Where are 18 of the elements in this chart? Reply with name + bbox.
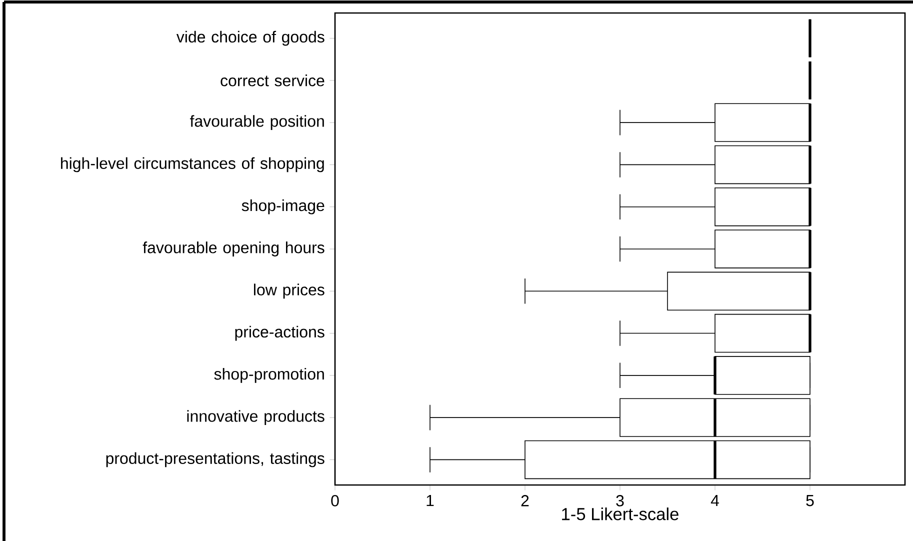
y-tick-label: low prices [254, 284, 324, 299]
y-tick-label: favourable opening hours [142, 242, 324, 256]
y-tick-label: innovative products [187, 410, 324, 426]
x-tick-label: 3 [616, 495, 624, 506]
y-tick-label: favourable position [190, 115, 324, 130]
x-tick-label: 5 [806, 495, 814, 506]
y-tick-label: shop-image [242, 199, 324, 214]
x-tick-label: 0 [331, 495, 339, 506]
x-tick-label: 4 [710, 495, 719, 506]
x-tick-label: 2 [521, 495, 529, 506]
y-tick-label: product-presentations, tastings [106, 452, 324, 468]
y-tick-label: high-level circumstances of shopping [61, 157, 324, 172]
y-tick-label: vide choice of goods [176, 30, 324, 46]
x-tick-label: 1 [426, 495, 434, 506]
y-tick-label: correct service [220, 74, 324, 86]
y-tick-label: shop-promotion [214, 368, 324, 383]
x-axis-title: 1-5 Likert-scale [562, 508, 678, 520]
y-tick-label: price-actions [235, 326, 324, 341]
